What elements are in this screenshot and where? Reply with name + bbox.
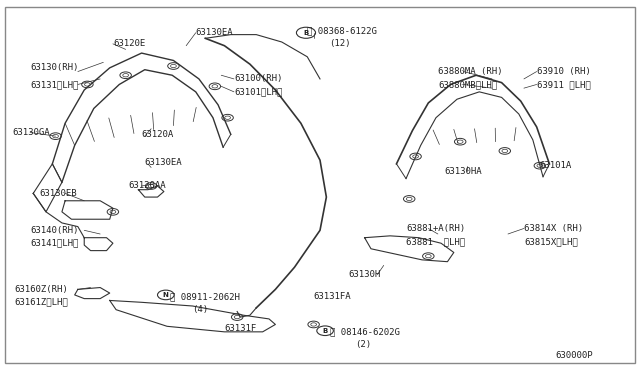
Text: 63100(RH): 63100(RH) [234, 74, 282, 83]
Text: 63881+A(RH): 63881+A(RH) [406, 224, 465, 233]
Text: (12): (12) [330, 39, 351, 48]
Text: 63130(RH): 63130(RH) [30, 63, 79, 72]
Text: 63815X〈LH〉: 63815X〈LH〉 [524, 237, 578, 246]
Text: 63880MA (RH): 63880MA (RH) [438, 67, 502, 76]
Text: 630000P: 630000P [556, 351, 593, 360]
Text: 63131FA: 63131FA [314, 292, 351, 301]
Text: 63880MB〈LH〉: 63880MB〈LH〉 [438, 80, 497, 89]
Text: N: N [163, 292, 169, 298]
Text: 63911 〈LH〉: 63911 〈LH〉 [537, 80, 591, 89]
Text: 63131F: 63131F [225, 324, 257, 333]
Text: 63130GA: 63130GA [13, 128, 51, 137]
Text: 63120AA: 63120AA [129, 182, 166, 190]
Text: 63140(RH): 63140(RH) [30, 226, 79, 235]
Text: 63130EA: 63130EA [145, 157, 182, 167]
Text: B: B [303, 30, 308, 36]
Text: Ⓑ 08368-6122G: Ⓑ 08368-6122G [307, 26, 377, 35]
Text: Ⓑ 08146-6202G: Ⓑ 08146-6202G [330, 327, 399, 336]
Text: 63910 (RH): 63910 (RH) [537, 67, 591, 76]
Text: 63160Z(RH): 63160Z(RH) [14, 285, 68, 294]
Text: 63161Z〈LH〉: 63161Z〈LH〉 [14, 298, 68, 307]
Text: 63130EA: 63130EA [196, 28, 234, 37]
Text: 63881  〈LH〉: 63881 〈LH〉 [406, 237, 465, 246]
Text: 63141〈LH〉: 63141〈LH〉 [30, 239, 79, 248]
Text: B: B [323, 328, 328, 334]
Text: 63131〈LH〉: 63131〈LH〉 [30, 80, 79, 89]
Text: 63120A: 63120A [141, 130, 174, 139]
Text: 63101A: 63101A [540, 161, 572, 170]
Text: 63130HA: 63130HA [444, 167, 482, 176]
Text: 63120E: 63120E [113, 39, 145, 48]
Text: 63101〈LH〉: 63101〈LH〉 [234, 87, 282, 96]
Text: (4): (4) [193, 305, 209, 314]
Text: 63814X (RH): 63814X (RH) [524, 224, 583, 233]
Text: 63130H: 63130H [349, 270, 381, 279]
Text: 63130EB: 63130EB [40, 189, 77, 198]
Text: Ⓗ 08911-2062H: Ⓗ 08911-2062H [170, 292, 240, 301]
Text: (2): (2) [355, 340, 371, 349]
